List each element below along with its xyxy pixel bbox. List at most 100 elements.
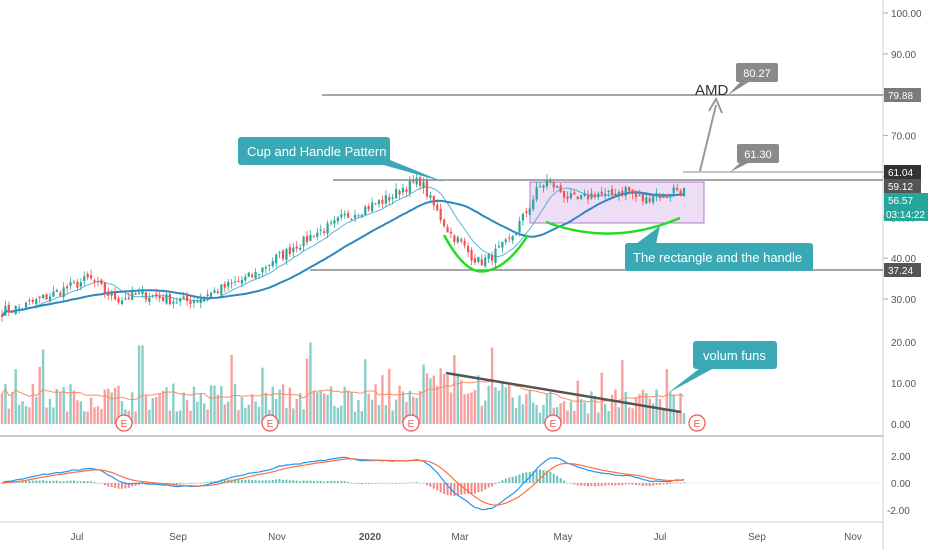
volume-bar: [682, 413, 686, 424]
macd-histogram-bar: [593, 483, 596, 487]
candle-body: [230, 282, 233, 284]
macd-histogram-bar: [405, 483, 408, 484]
target-arrow-line[interactable]: [699, 104, 717, 172]
candle-body: [59, 292, 62, 296]
earnings-marker[interactable]: E: [544, 414, 562, 432]
volume-bar: [172, 383, 175, 424]
macd-histogram-bar: [124, 483, 127, 489]
macd-histogram-bar: [439, 483, 442, 493]
volume-bar: [333, 405, 336, 424]
candle-body: [364, 206, 367, 215]
candle-body: [113, 292, 117, 300]
volume-bar: [460, 380, 463, 424]
candle-body: [662, 194, 665, 198]
volume-bar: [538, 412, 542, 424]
candle-body: [617, 192, 620, 197]
time-axis-label: May: [554, 532, 573, 543]
candle-body: [669, 194, 672, 197]
candle-body: [185, 294, 189, 301]
candle-body: [120, 300, 124, 305]
macd-histogram-bar: [83, 480, 86, 483]
handle-curve[interactable]: [545, 216, 681, 235]
volume-bar: [370, 399, 374, 424]
candle-body: [624, 187, 627, 197]
candle-body: [357, 215, 360, 217]
macd-histogram-bar: [278, 479, 281, 483]
volume-bar: [62, 387, 65, 424]
macd-histogram-bar: [652, 483, 655, 486]
earnings-marker[interactable]: E: [115, 414, 133, 432]
target-label-high[interactable]: 80.27: [728, 63, 778, 95]
candle-body: [107, 291, 110, 296]
volume-trend-line[interactable]: [445, 371, 682, 414]
volume-bar: [432, 375, 436, 424]
price-tick-label: 90.00: [891, 50, 916, 61]
consolidation-rectangle[interactable]: [529, 181, 705, 224]
candle-body: [333, 220, 336, 224]
macd-histogram-bar: [621, 483, 624, 486]
volume-bar: [405, 401, 408, 424]
volume-bar: [487, 385, 490, 424]
volume-bar: [528, 389, 531, 424]
volume-bar: [343, 386, 346, 424]
volume-bar: [436, 386, 439, 424]
macd-histogram-bar: [669, 483, 672, 484]
candle-body: [93, 280, 96, 282]
volume-bar: [72, 390, 76, 424]
earnings-marker[interactable]: E: [402, 414, 420, 432]
volume-bar: [631, 408, 634, 424]
candle-body: [679, 190, 682, 195]
macd-histogram-bar: [79, 481, 82, 483]
volume-bar: [134, 411, 137, 424]
macd-histogram-bar: [583, 483, 586, 486]
callout-volume[interactable]: volum funs: [668, 341, 777, 393]
earnings-marker[interactable]: E: [261, 414, 279, 432]
candle-body: [340, 214, 343, 218]
earnings-marker[interactable]: E: [688, 414, 706, 432]
volume-bar: [144, 395, 148, 424]
volume-bar: [35, 396, 38, 424]
volume-axis: 20.00 10.00 0.00: [891, 338, 916, 431]
callout-rect-handle[interactable]: The rectangle and the handle: [625, 226, 813, 271]
macd-histogram-bar: [316, 480, 319, 483]
cup-curve[interactable]: [442, 234, 530, 273]
volume-bar: [110, 392, 113, 424]
volume-bar: [340, 405, 343, 424]
candle-body: [477, 256, 480, 263]
time-axis-label: Jul: [654, 532, 667, 543]
candle-body: [151, 295, 154, 297]
volume-bar: [11, 392, 14, 424]
macd-histogram-bar: [429, 483, 432, 487]
candle-body: [233, 281, 237, 283]
candle-body: [487, 254, 490, 259]
macd-histogram-bar: [299, 481, 302, 483]
volume-bar: [511, 397, 514, 424]
price-tick-label: 40.00: [891, 254, 916, 265]
volume-bar: [261, 367, 264, 424]
candle-body: [665, 194, 668, 198]
macd-histogram-bar: [360, 483, 363, 485]
candle-body: [504, 239, 507, 242]
candle-body: [227, 282, 230, 287]
candle-body: [326, 223, 329, 234]
candle-body: [182, 296, 185, 299]
macd-histogram-bar: [282, 479, 285, 483]
volume-bar: [209, 385, 213, 424]
macd-histogram-bar: [350, 483, 353, 484]
macd-histogram-bar: [357, 483, 360, 484]
callout-cup-handle[interactable]: Cup and Handle Pattern: [238, 137, 444, 182]
volume-bar: [185, 399, 189, 424]
candle-body: [206, 294, 209, 297]
macd-histogram-bar: [306, 480, 309, 483]
macd-histogram-bar: [600, 483, 603, 486]
macd-histogram-bar: [18, 481, 21, 483]
target-label-low[interactable]: 61.30: [730, 144, 779, 172]
moving-average-line: [1, 191, 685, 318]
macd-histogram-bar: [62, 481, 65, 483]
macd-histogram-bar: [511, 476, 514, 483]
macd-histogram-bar: [624, 483, 627, 485]
candle-body: [137, 292, 141, 294]
candle-body: [336, 217, 339, 222]
candle-body: [658, 195, 662, 199]
